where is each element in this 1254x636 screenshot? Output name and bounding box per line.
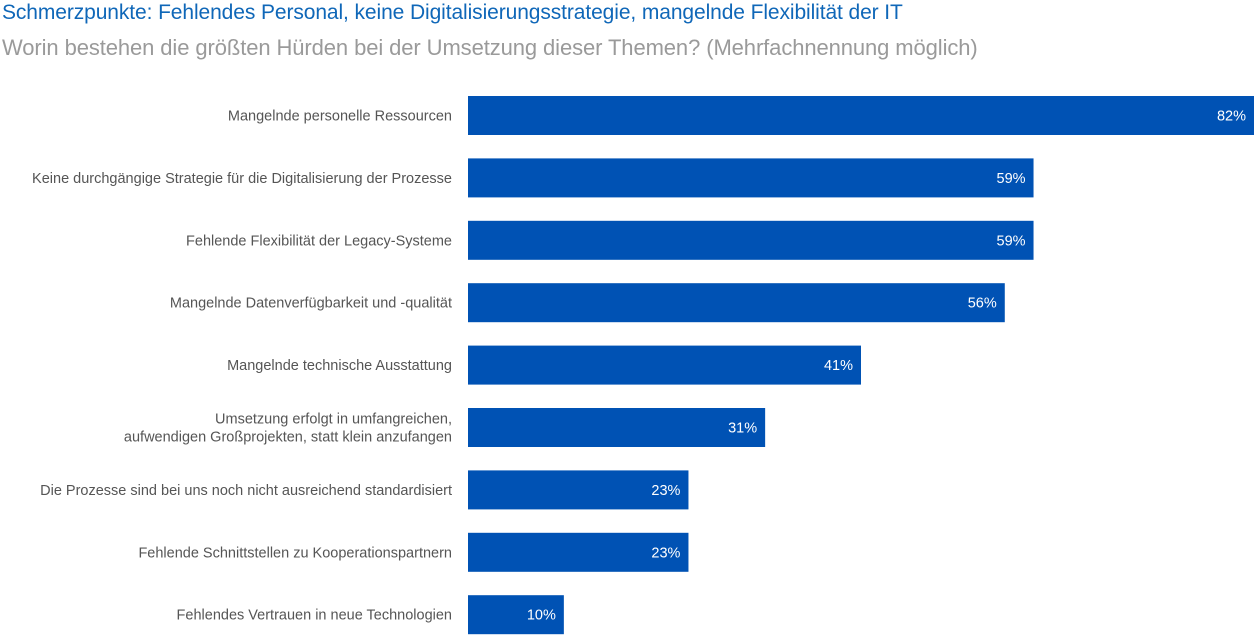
bar (468, 220, 1034, 260)
bar-value-label: 59% (997, 171, 1026, 187)
category-label: Mangelnde personelle Ressourcen (228, 109, 452, 125)
category-label: Fehlendes Vertrauen in neue Technologien (177, 608, 452, 624)
category-label-line: Mangelnde technische Ausstattung (227, 358, 452, 374)
bar-value-label: 56% (968, 296, 997, 312)
category-label-line: Fehlende Schnittstellen zu Kooperationsp… (138, 545, 452, 561)
category-label: Mangelnde Datenverfügbarkeit und -qualit… (170, 296, 452, 312)
bar (468, 470, 689, 510)
category-label: Umsetzung erfolgt in umfangreichen, aufwe… (124, 412, 452, 446)
category-label: Keine durchgängige Strategie für die Dig… (32, 171, 452, 187)
bar (468, 345, 861, 385)
category-label-line: Fehlende Flexibilität der Legacy-Systeme (186, 233, 452, 249)
bar-value-label: 31% (728, 421, 757, 437)
category-label-line: Mangelnde Datenverfügbarkeit und -qualit… (170, 296, 452, 312)
bar (468, 158, 1034, 198)
category-label-line: Die Prozesse sind bei uns noch nicht aus… (40, 483, 452, 499)
category-label: Fehlende Schnittstellen zu Kooperationsp… (138, 545, 452, 561)
bar (468, 283, 1005, 323)
bar-value-label: 59% (997, 233, 1026, 249)
bar-value-label: 82% (1217, 109, 1246, 125)
bar-value-label: 23% (651, 545, 680, 561)
category-label: Die Prozesse sind bei uns noch nicht aus… (40, 483, 452, 499)
bar-value-label: 41% (824, 358, 853, 374)
category-label-line: Mangelnde personelle Ressourcen (228, 109, 452, 125)
bar-value-label: 10% (527, 608, 556, 624)
bar (468, 408, 766, 447)
category-label: Mangelnde technische Ausstattung (227, 358, 452, 374)
category-label-line: Umsetzung erfolgt in umfangreichen, (215, 412, 452, 428)
bar-value-label: 23% (651, 483, 680, 499)
chart-subtitle: Worin bestehen die größten Hürden bei de… (2, 35, 978, 60)
bar (468, 595, 564, 635)
bar (468, 96, 1254, 135)
category-label-line: aufwendigen Großprojekten, statt klein a… (124, 430, 452, 446)
category-label: Fehlende Flexibilität der Legacy-Systeme (186, 233, 452, 249)
bar (468, 532, 689, 572)
category-label-line: Keine durchgängige Strategie für die Dig… (32, 171, 452, 187)
category-label-line: Fehlendes Vertrauen in neue Technologien (177, 608, 452, 624)
chart-title: Schmerzpunkte: Fehlendes Personal, keine… (2, 1, 903, 24)
